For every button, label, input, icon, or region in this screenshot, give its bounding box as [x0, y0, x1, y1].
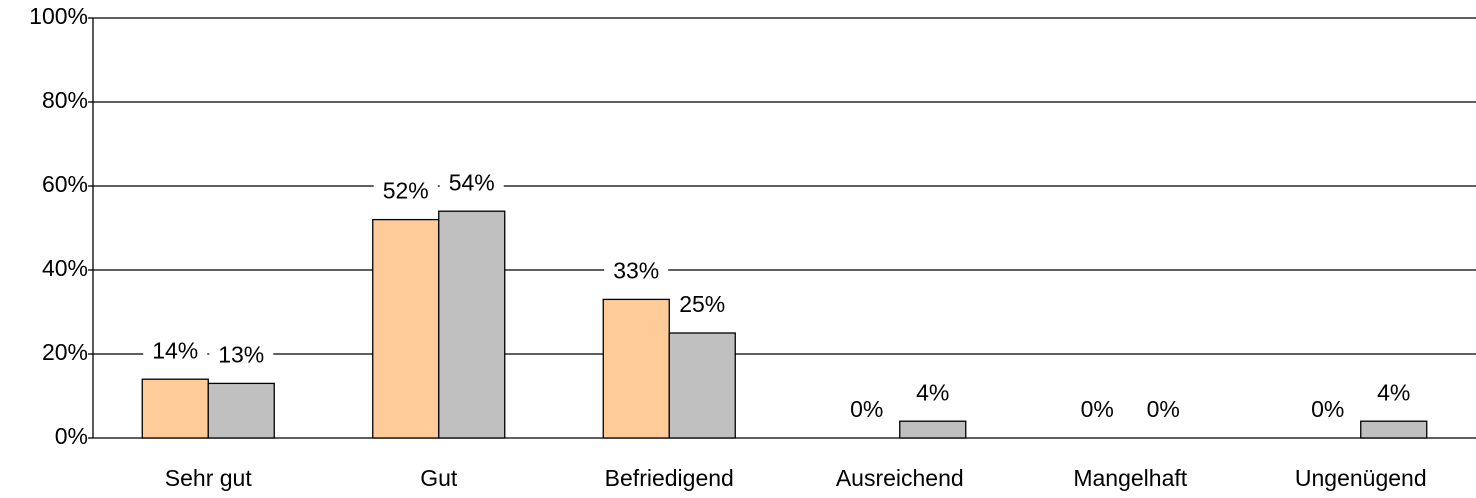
value-label: 0% — [850, 396, 883, 422]
value-label-bg — [143, 338, 208, 367]
bar — [602, 298, 670, 439]
bar — [668, 332, 736, 439]
value-label: 33% — [613, 257, 659, 283]
bar — [438, 210, 506, 439]
value-label: 0% — [1147, 396, 1180, 422]
y-tick-label: 40% — [42, 255, 88, 281]
value-label: 54% — [449, 169, 495, 195]
value-label: 25% — [679, 291, 725, 317]
value-label-bg — [834, 397, 899, 425]
x-tick-label: Sehr gut — [165, 465, 253, 491]
value-label-bg — [373, 178, 438, 207]
y-tick-label: 100% — [29, 3, 88, 29]
value-label: 0% — [1311, 396, 1344, 422]
y-tick-label: 0% — [55, 423, 88, 449]
value-label: 13% — [218, 341, 264, 367]
value-label-bg — [1131, 397, 1196, 425]
value-label-bg — [900, 380, 965, 409]
x-tick-label: Befriedigend — [605, 465, 734, 491]
bar — [1360, 420, 1428, 439]
x-tick-label: Gut — [420, 465, 458, 491]
value-label-bg — [439, 170, 504, 199]
value-label-bg — [1361, 380, 1426, 409]
x-tick-label: Mangelhaft — [1073, 465, 1187, 491]
value-label-bg — [1065, 397, 1130, 425]
bar — [141, 378, 209, 439]
value-label: 0% — [1081, 396, 1114, 422]
value-label-bg — [209, 342, 274, 371]
y-tick-label: 60% — [42, 171, 88, 197]
value-label-bg — [604, 258, 669, 287]
y-tick-label: 80% — [42, 87, 88, 113]
value-label: 14% — [152, 337, 198, 363]
bar — [207, 382, 275, 439]
value-label: 4% — [916, 379, 949, 405]
bar — [372, 218, 440, 439]
value-label-bg — [670, 292, 735, 320]
y-tick-label: 20% — [42, 339, 88, 365]
x-tick-label: Ungenügend — [1295, 465, 1427, 491]
bar — [899, 420, 967, 439]
x-tick-label: Ausreichend — [836, 465, 964, 491]
value-label: 52% — [383, 178, 429, 204]
value-label-bg — [1295, 397, 1360, 425]
value-label: 4% — [1377, 379, 1410, 405]
